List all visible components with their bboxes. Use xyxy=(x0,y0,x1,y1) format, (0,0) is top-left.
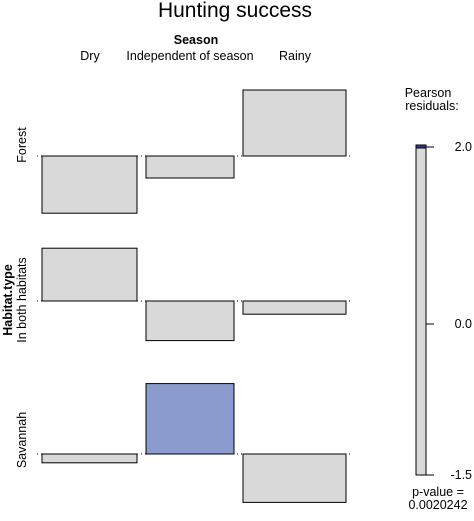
cell-forest-dry xyxy=(41,155,138,214)
cell-in-both-habitats-dry xyxy=(41,247,138,302)
p-value-number: 0.0020242 xyxy=(408,498,467,512)
column-label-independent: Independent of season xyxy=(126,49,253,63)
cell-forest-independent-of-season xyxy=(145,155,235,179)
legend-title-line1: Pearson xyxy=(405,86,452,100)
row-label-both: In both habitats xyxy=(15,257,29,342)
cell-savannah-independent-of-season xyxy=(145,383,235,455)
legend-title-line2: residuals: xyxy=(405,99,459,113)
row-label-forest: Forest xyxy=(15,127,29,163)
cell-forest-rainy xyxy=(242,89,347,157)
legend-label-min: -1.5 xyxy=(450,468,472,482)
cell-in-both-habitats-independent-of-season xyxy=(145,300,235,342)
p-value-label: p-value = xyxy=(412,485,464,499)
legend-bar-neutral xyxy=(415,144,427,476)
cell-savannah-rainy xyxy=(242,453,347,503)
column-variable-label: Season xyxy=(174,33,218,47)
chart-title: Hunting success xyxy=(158,0,312,22)
row-label-savannah: Savannah xyxy=(15,412,29,468)
legend-label-zero: 0.0 xyxy=(455,317,472,331)
cell-savannah-dry xyxy=(41,453,138,464)
legend-label-max: 2.0 xyxy=(455,140,472,154)
cell-group xyxy=(41,89,347,503)
legend-bar-positive xyxy=(415,144,427,149)
legend-color-bar xyxy=(415,144,427,476)
column-label-rainy: Rainy xyxy=(279,49,312,63)
cell-in-both-habitats-rainy xyxy=(242,300,347,315)
column-label-dry: Dry xyxy=(80,49,100,63)
row-variable-label: Habitat.type xyxy=(1,264,15,336)
